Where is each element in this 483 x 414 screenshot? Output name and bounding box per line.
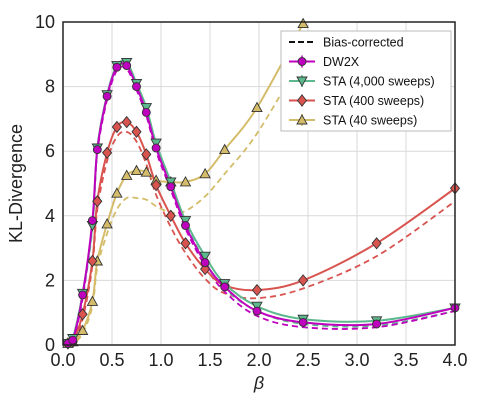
data-point-dw2x: [298, 317, 308, 327]
x-tick-label: 1.5: [197, 350, 222, 370]
legend-label-sta-40-sweeps: STA (40 sweeps): [323, 114, 417, 128]
corrected-line-dw2x: [67, 65, 455, 345]
data-point-sta-40-sweeps: [76, 324, 89, 335]
data-point-dw2x: [102, 91, 112, 101]
data-point-dw2x: [87, 216, 97, 226]
data-point-sta-4-000-sweeps: [199, 251, 211, 263]
y-tick-label: 2: [45, 270, 55, 290]
x-tick-label: 3.5: [393, 350, 418, 370]
corrected-line-sta-40-sweeps: [67, 55, 304, 345]
legend-label-bias-corrected: Bias-corrected: [323, 36, 404, 50]
y-tick-label: 10: [35, 12, 55, 32]
x-tick-label: 0.0: [50, 350, 75, 370]
x-tick-label: 0.5: [99, 350, 124, 370]
data-point-dw2x: [68, 335, 78, 345]
legend-marker-dw2x: [297, 57, 307, 66]
legend-label-sta-4-000-sweeps: STA (4,000 sweeps): [323, 75, 435, 89]
plot-frame: [62, 21, 456, 346]
data-point-sta-40-sweeps: [120, 169, 133, 180]
corrected-line-sta-400-sweeps: [67, 130, 455, 345]
data-point-sta-400-sweeps: [141, 148, 152, 161]
y-tick-label: 8: [45, 77, 55, 97]
legend-label-sta-400-sweeps: STA (400 sweeps): [323, 94, 424, 108]
x-tick-label: 2.0: [246, 350, 271, 370]
data-point-dw2x: [181, 221, 190, 230]
tick-labels: 0.0 0.5 1.0 1.5 2.0 2.5 3.0 3.5 4.0 0 2 4 6 8 10: [35, 12, 468, 370]
series-markers: [62, 17, 461, 350]
data-point-dw2x: [220, 282, 230, 292]
data-point-sta-400-sweeps: [131, 125, 142, 139]
data-point-sta-400-sweeps: [121, 115, 132, 129]
legend-marker-sta-4-000-sweeps: [296, 76, 308, 87]
x-tick-label: 3.0: [344, 350, 369, 370]
data-point-sta-400-sweeps: [371, 237, 382, 250]
data-point-dw2x: [200, 258, 210, 268]
data-point-dw2x: [372, 319, 382, 329]
data-point-dw2x: [78, 290, 88, 300]
x-tick-label: 2.5: [295, 350, 320, 370]
data-point-sta-40-sweeps: [140, 166, 153, 177]
data-point-sta-40-sweeps: [297, 17, 309, 29]
data-point-sta-40-sweeps: [101, 217, 113, 229]
data-point-sta-400-sweeps: [87, 254, 98, 268]
legend-marker-sta-40-sweeps: [296, 114, 308, 125]
y-axis-label: KL-Divergence: [6, 124, 26, 243]
data-point-sta-40-sweeps: [111, 187, 123, 198]
data-point-dw2x: [122, 61, 132, 71]
data-point-sta-40-sweeps: [251, 101, 263, 113]
data-point-sta-400-sweeps: [298, 274, 309, 287]
y-tick-label: 6: [45, 141, 55, 161]
legend-marker-sta-400-sweeps: [296, 94, 308, 107]
legend: Bias-corrected DW2X STA (4,000 sweeps) STA …: [280, 30, 452, 132]
data-point-dw2x: [252, 306, 262, 316]
data-point-sta-40-sweeps: [199, 167, 211, 179]
data-point-sta-400-sweeps: [251, 283, 263, 297]
y-tick-label: 0: [45, 335, 55, 355]
x-tick-label: 1.0: [148, 350, 173, 370]
data-point-dw2x: [132, 82, 141, 92]
data-point-dw2x: [112, 62, 122, 72]
data-point-sta-400-sweeps: [151, 178, 162, 192]
data-point-sta-400-sweeps: [92, 195, 103, 208]
x-tick-label: 4.0: [442, 350, 467, 370]
data-point-sta-400-sweeps: [102, 146, 113, 160]
data-point-sta-40-sweeps: [130, 164, 143, 176]
legend-label-dw2x: DW2X: [323, 55, 360, 69]
data-point-sta-40-sweeps: [218, 143, 231, 155]
data-point-sta-400-sweeps: [111, 120, 122, 134]
data-point-dw2x: [166, 182, 176, 192]
data-point-sta-40-sweeps: [86, 295, 99, 306]
data-point-sta-400-sweeps: [165, 209, 176, 223]
data-point-sta-400-sweeps: [77, 308, 88, 321]
data-point-dw2x: [151, 143, 161, 153]
y-tick-label: 4: [45, 206, 55, 226]
data-point-dw2x: [141, 107, 151, 117]
data-point-dw2x: [92, 145, 102, 155]
data-point-sta-40-sweeps: [179, 175, 192, 187]
data-point-sta-400-sweeps: [180, 237, 191, 250]
x-axis-label: β: [253, 373, 264, 393]
